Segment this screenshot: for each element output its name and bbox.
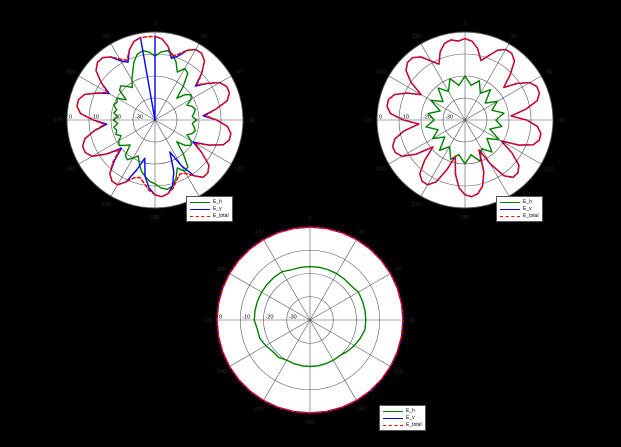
angle-tick-label: 330 [412, 34, 421, 40]
angle-tick-label: 120 [394, 369, 403, 375]
series-e-total [76, 35, 232, 198]
legend-label: E_h [523, 199, 532, 205]
radial-tick-label: -30 [135, 115, 143, 121]
radial-tick-label: -20 [423, 115, 431, 121]
series-e-total [216, 226, 404, 414]
legend-item: E_total [190, 213, 229, 219]
legend-swatch-e-v [190, 208, 210, 210]
angle-tick-label: 330 [254, 230, 263, 236]
legend-item: E_h [500, 199, 539, 205]
polar-axes: 0 -10 -20 -30 0 30 60 90 120 150 180 210 240 270 300 33… [203, 216, 415, 426]
panel-azimuth: E_h, E_v and E_total Radiation Pattern (… [163, 198, 458, 447]
legend-label: E_v [523, 206, 532, 212]
legend-item: E_total [383, 422, 422, 428]
angle-tick-label: 180 [305, 420, 314, 426]
panel-title-line1: E_h, E_v and E_total Radiation Pattern [262, 198, 359, 204]
radial-tick-label: -30 [289, 315, 297, 321]
angle-tick-label: 180 [460, 215, 469, 221]
polar-plot: 0-10-20-30030609012015018021024027030033… [30, 20, 280, 221]
legend-item: E_v [500, 206, 539, 212]
angle-tick-label: 0 [463, 21, 466, 27]
polar-plot: 0-10-20-30030609012015018021024027030033… [340, 20, 590, 221]
angle-tick-label: 60 [546, 70, 552, 76]
angle-tick-label: 300 [376, 70, 385, 76]
legend-swatch-e-v [500, 208, 520, 210]
series-e-h [425, 75, 505, 165]
panel-title-line2: (frequency=1 GHz) [442, 7, 489, 14]
legend-swatch-e-h [500, 201, 520, 203]
panel-title: E_h, E_v and E_total Radiation Pattern (… [163, 198, 458, 214]
legend-item: E_total [500, 213, 539, 219]
angle-tick-label: 0 [308, 216, 311, 222]
radial-tick-label: 0 [69, 115, 72, 121]
legend-item: E_v [190, 206, 229, 212]
legend-item: E_h [383, 408, 422, 414]
angle-tick-label: 210 [102, 202, 111, 208]
angle-tick-label: 60 [236, 70, 242, 76]
legend-label: E_total [406, 422, 422, 428]
legend-label: E_h [406, 408, 415, 414]
angle-tick-label: 30 [200, 34, 206, 40]
angle-tick-label: 240 [66, 167, 75, 173]
angle-tick-label: 270 [53, 118, 62, 124]
angle-tick-label: 330 [102, 34, 111, 40]
angle-tick-label: 120 [234, 167, 243, 173]
angle-tick-label: 210 [412, 202, 421, 208]
legend-swatch-e-total [190, 215, 210, 217]
legend-label: E_v [406, 415, 415, 421]
angle-tick-label: 0 [153, 21, 156, 27]
panel-title-line1: E_h, E_v and E_total Radiation Pattern [417, 0, 514, 6]
angle-tick-label: 30 [358, 230, 364, 236]
radial-tick-label: 0 [379, 115, 382, 121]
angle-tick-label: 240 [376, 167, 385, 173]
radial-tick-label: 0 [219, 315, 222, 321]
legend: E_h E_v E_total [379, 405, 426, 431]
legend-swatch-e-v [383, 417, 403, 419]
legend-item: E_v [383, 415, 422, 421]
angle-tick-label: 270 [363, 118, 372, 124]
angle-tick-label: 30 [510, 34, 516, 40]
polar-axes: 0-10-20-30030609012015018021024027030033… [363, 21, 565, 221]
panel-elevation-phi-90: E_h, E_v and E_total Radiation Pattern (… [318, 0, 613, 223]
legend-label: E_v [213, 206, 222, 212]
angle-tick-label: 60 [395, 267, 401, 273]
panel-title-line2: (frequency=1 GHz) [132, 7, 179, 14]
legend-swatch-e-h [383, 410, 403, 412]
radial-tick-label: -10 [401, 115, 409, 121]
panel-title-line2: (frequency=1 GHz) [287, 205, 334, 212]
panel-title: E_h, E_v and E_total Radiation Pattern (… [318, 0, 613, 16]
angle-tick-label: 150 [356, 406, 365, 412]
series-e-h [112, 49, 198, 191]
angle-tick-label: 210 [254, 406, 263, 412]
series-e-h [253, 265, 367, 368]
legend-swatch-e-total [383, 424, 403, 426]
legend-swatch-e-total [500, 215, 520, 217]
polar-plot: 0 -10 -20 -30 0 30 60 90 120 150 180 210 240 270 300 33… [185, 216, 435, 426]
angle-tick-label: 90 [409, 318, 415, 324]
angle-tick-label: 120 [544, 167, 553, 173]
panel-elevation-phi-0: E_h, E_v and E_total Radiation Pattern (… [8, 0, 303, 223]
legend-label: E_h [213, 199, 222, 205]
angle-tick-label: 180 [150, 215, 159, 221]
legend-swatch-e-h [190, 201, 210, 203]
panel-title-line1: E_h, E_v and E_total Radiation Pattern [107, 0, 204, 6]
legend-label: E_total [213, 213, 229, 219]
angle-tick-label: 90 [559, 118, 565, 124]
series-e-total [386, 37, 542, 198]
legend-item: E_h [190, 199, 229, 205]
angle-tick-label: 300 [66, 70, 75, 76]
panel-title: E_h, E_v and E_total Radiation Pattern (… [8, 0, 303, 16]
legend: E_h E_v E_total [186, 196, 233, 222]
angle-tick-label: 240 [217, 369, 226, 375]
radial-tick-label: -20 [266, 315, 274, 321]
radial-tick-label: -10 [91, 115, 99, 121]
polar-axes: 0-10-20-30030609012015018021024027030033… [53, 21, 255, 221]
radial-tick-label: -30 [445, 115, 453, 121]
radial-tick-label: -10 [242, 315, 250, 321]
angle-tick-label: 300 [217, 267, 226, 273]
angle-tick-label: 270 [203, 318, 212, 324]
legend-label: E_total [523, 213, 539, 219]
legend: E_h E_v E_total [496, 196, 543, 222]
angle-tick-label: 90 [249, 118, 255, 124]
